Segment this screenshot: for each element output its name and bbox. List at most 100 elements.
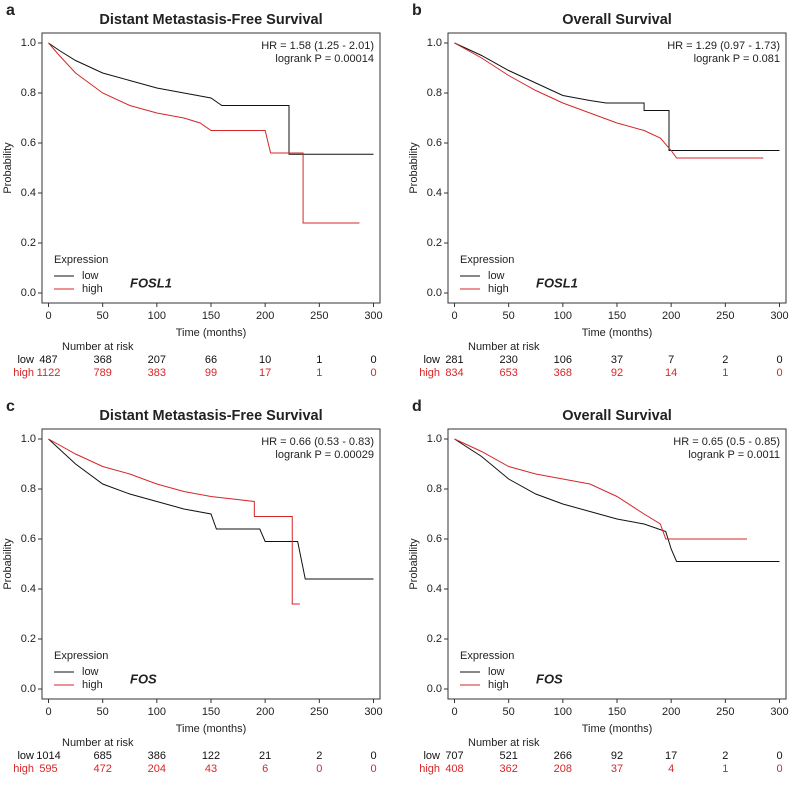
chart-title: Overall Survival [562,12,672,28]
risk-count: 521 [499,750,517,762]
risk-count: 66 [205,354,217,366]
x-tick-label: 100 [554,310,572,322]
risk-count: 685 [93,750,111,762]
risk-count: 2 [316,750,322,762]
risk-title: Number at risk [62,737,134,749]
y-tick-label: 0.2 [427,633,442,645]
hr-annotation: HR = 1.29 (0.97 - 1.73) [667,40,780,52]
survival-curve [48,438,374,580]
panel-letter: a [6,2,15,19]
y-axis-label: Probability [408,538,420,590]
legend-label: low [82,270,99,282]
gene-label: FOSL1 [536,275,578,290]
km-panel: c Distant Metastasis-Free Survival 0 50 100 1… [2,398,383,775]
risk-count: 1 [722,367,728,379]
gene-label: FOS [536,671,563,686]
risk-row-label: low [17,354,34,366]
x-tick-label: 0 [451,310,457,322]
x-tick-label: 100 [148,310,166,322]
x-tick-label: 300 [770,310,788,322]
survival-curve [48,42,374,155]
risk-count: 37 [611,354,623,366]
y-axis-label: Probability [2,142,14,194]
x-axis-label: Time (months) [582,327,653,339]
x-tick-label: 250 [716,310,734,322]
risk-count: 1014 [36,750,60,762]
survival-curve [48,438,300,605]
x-tick-label: 50 [97,706,109,718]
x-axis-label: Time (months) [176,723,247,735]
y-tick-label: 0.2 [427,237,442,249]
x-tick-label: 250 [716,706,734,718]
y-tick-label: 0.6 [427,137,442,149]
legend-title: Expression [460,254,514,266]
survival-curve [454,438,747,540]
logrank-annotation: logrank P = 0.00029 [275,449,374,461]
risk-count: 789 [93,367,111,379]
risk-count: 0 [776,763,782,775]
risk-count: 1122 [37,367,61,379]
risk-count: 17 [665,750,677,762]
risk-count: 1 [316,354,322,366]
risk-count: 362 [499,763,517,775]
x-tick-label: 50 [97,310,109,322]
x-tick-label: 150 [202,310,220,322]
x-tick-label: 300 [364,706,382,718]
risk-count: 2 [722,354,728,366]
risk-row-label: high [13,763,34,775]
panel-letter: d [412,398,422,415]
logrank-annotation: logrank P = 0.081 [694,53,780,65]
risk-count: 0 [776,354,782,366]
risk-row-label: low [423,750,440,762]
x-tick-label: 0 [451,706,457,718]
risk-count: 10 [259,354,271,366]
legend-label: high [488,283,509,295]
x-tick-label: 150 [202,706,220,718]
risk-count: 43 [205,763,217,775]
risk-count: 106 [554,354,572,366]
risk-count: 0 [370,367,376,379]
y-axis-label: Probability [408,142,420,194]
legend-title: Expression [54,650,108,662]
legend-title: Expression [54,254,108,266]
risk-count: 266 [554,750,572,762]
legend-label: high [82,283,103,295]
risk-row-label: low [17,750,34,762]
y-axis-label: Probability [2,538,14,590]
risk-count: 37 [611,763,623,775]
legend-title: Expression [460,650,514,662]
risk-count: 0 [316,763,322,775]
y-tick-label: 0.4 [21,583,36,595]
risk-count: 707 [445,750,463,762]
risk-title: Number at risk [468,737,540,749]
hr-annotation: HR = 0.66 (0.53 - 0.83) [261,436,374,448]
y-tick-label: 0.6 [21,137,36,149]
x-tick-label: 200 [256,310,274,322]
risk-count: 4 [668,763,674,775]
legend-label: low [488,270,505,282]
risk-count: 1 [316,367,322,379]
risk-count: 17 [259,367,271,379]
risk-count: 281 [445,354,463,366]
legend-label: low [488,666,505,678]
y-tick-label: 0.6 [21,533,36,545]
risk-count: 0 [776,367,782,379]
risk-count: 207 [148,354,166,366]
legend-label: high [488,679,509,691]
risk-count: 0 [370,354,376,366]
risk-row-label: high [419,763,440,775]
hr-annotation: HR = 0.65 (0.5 - 0.85) [673,436,780,448]
survival-curve [454,42,780,151]
x-tick-label: 150 [608,310,626,322]
risk-count: 368 [554,367,572,379]
risk-count: 99 [205,367,217,379]
y-tick-label: 1.0 [21,37,36,49]
y-tick-label: 0.6 [427,533,442,545]
y-tick-label: 1.0 [21,433,36,445]
risk-count: 487 [39,354,57,366]
risk-row-label: low [423,354,440,366]
x-tick-label: 0 [45,310,51,322]
